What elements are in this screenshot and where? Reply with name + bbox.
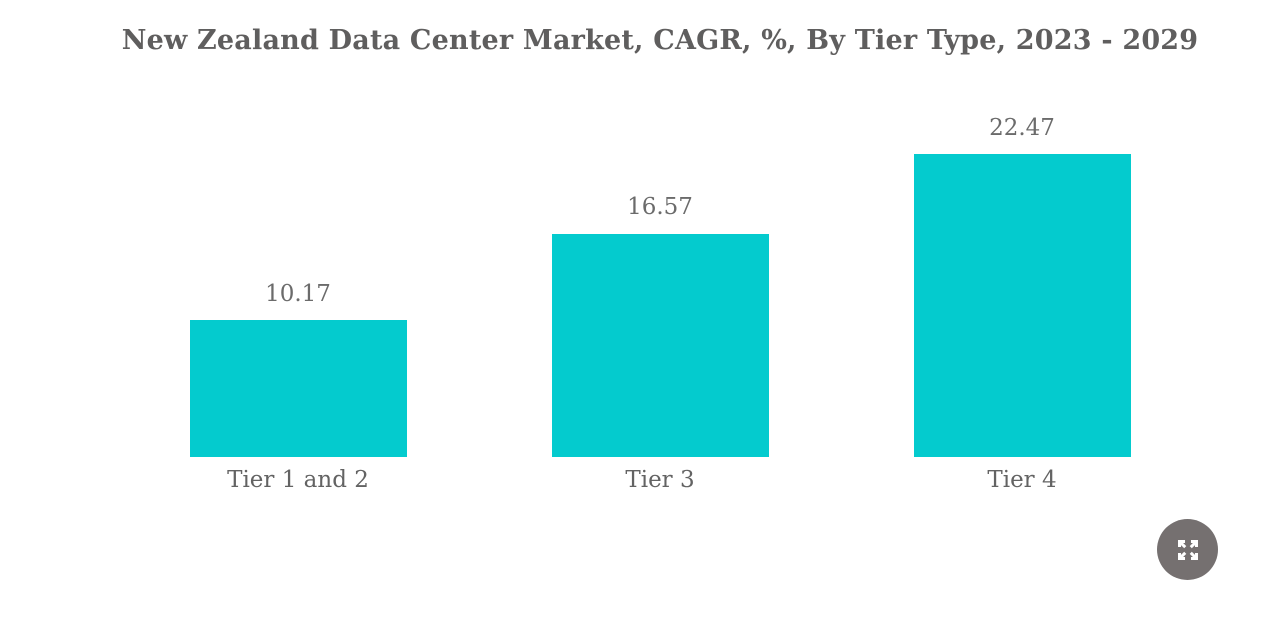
bar-value-label: 16.57 — [627, 194, 693, 221]
bar-value-label: 22.47 — [989, 114, 1055, 141]
expand-button[interactable] — [1157, 519, 1218, 580]
chart-title: New Zealand Data Center Market, CAGR, %,… — [121, 25, 1199, 56]
bar-tier-3[interactable] — [551, 233, 769, 457]
bar-tier-4[interactable] — [913, 154, 1131, 457]
bar-group-tier-3: 16.57 Tier 3 — [479, 0, 841, 493]
bar-chart-plot-area: 10.17 Tier 1 and 2 16.57 Tier 3 22.47 Ti… — [117, 0, 1203, 493]
bar-tier-1-and-2[interactable] — [189, 319, 407, 457]
expand-icon — [1177, 539, 1198, 560]
category-label: Tier 3 — [625, 467, 695, 493]
bar-value-label: 10.17 — [265, 280, 331, 307]
category-label: Tier 4 — [987, 467, 1057, 493]
bar-group-tier-1-and-2: 10.17 Tier 1 and 2 — [117, 0, 479, 493]
category-label: Tier 1 and 2 — [227, 467, 369, 493]
bar-group-tier-4: 22.47 Tier 4 — [841, 0, 1203, 493]
